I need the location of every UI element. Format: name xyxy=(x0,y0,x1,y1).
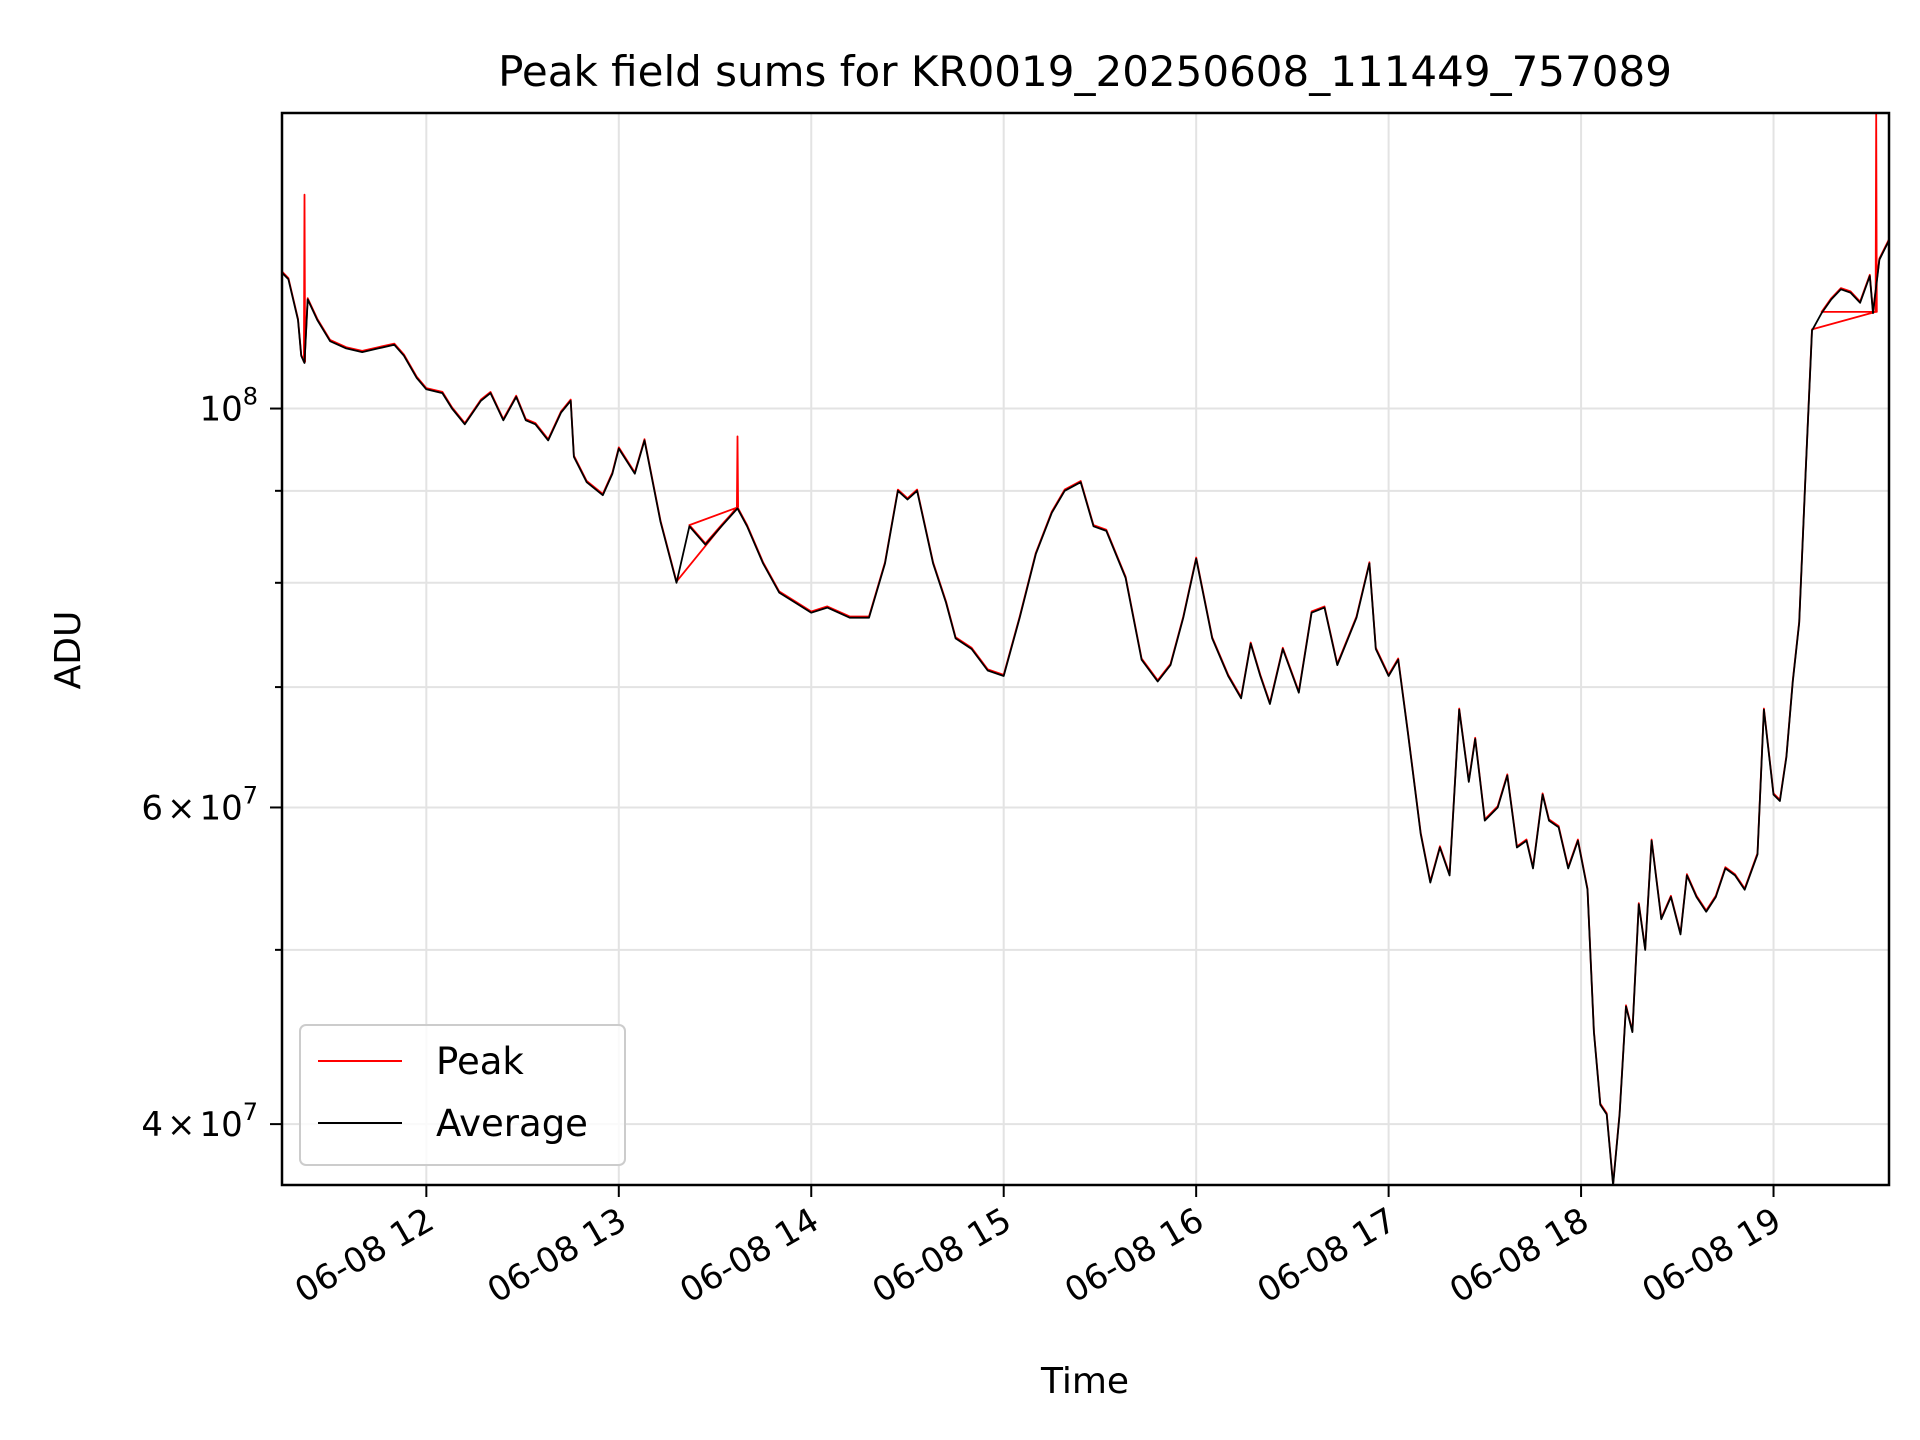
x-axis-label: Time xyxy=(1040,1361,1129,1402)
gridlines xyxy=(282,113,1889,1185)
y-tick-label: 6 × 107 xyxy=(141,781,258,828)
y-tick-label: 4 × 107 xyxy=(141,1098,258,1145)
legend: Peak Average xyxy=(299,1024,626,1166)
legend-peak-label: Peak xyxy=(436,1040,524,1083)
plot-series xyxy=(281,112,1890,1186)
series-average-line xyxy=(281,240,1890,1186)
axes-frame xyxy=(280,111,1891,1187)
y-tick-label: 108 xyxy=(199,383,258,430)
legend-average-label: Average xyxy=(436,1102,588,1145)
chart-title: Peak field sums for KR0019_20250608_1114… xyxy=(498,47,1672,96)
y-axis-label: ADU xyxy=(48,611,89,690)
